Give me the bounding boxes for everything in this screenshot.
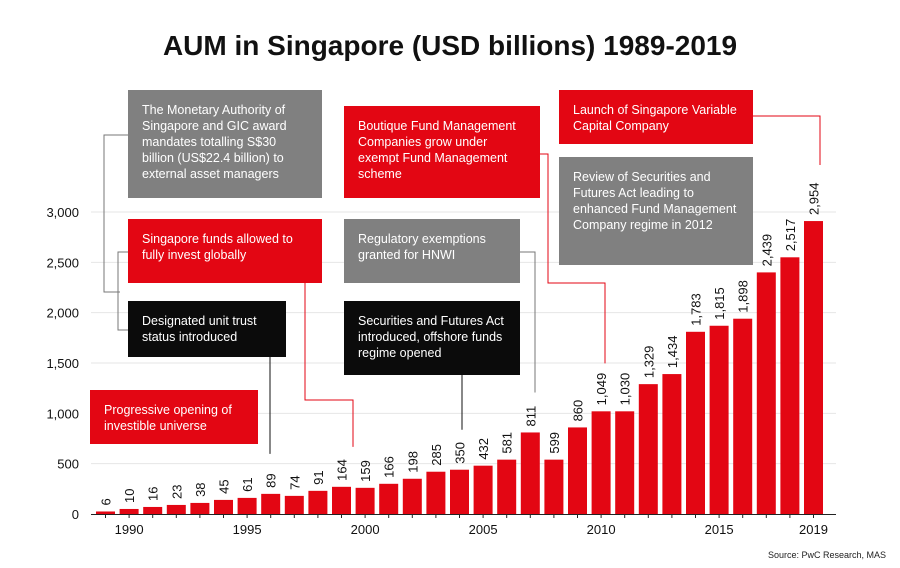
bar-2012: [638, 384, 658, 514]
annotation-variable-capital-company: Launch of Singapore Variable Capital Com…: [559, 90, 753, 144]
bar-2014: [686, 331, 705, 514]
value-label-5: 45: [217, 479, 232, 493]
value-label-13: 198: [405, 451, 420, 473]
bar-1993: [190, 502, 210, 514]
bar-2009: [568, 427, 587, 514]
value-label-7: 89: [264, 473, 279, 487]
value-label-10: 164: [335, 459, 350, 481]
source-note: Source: PwC Research, MAS: [767, 550, 886, 560]
value-label-4: 38: [193, 482, 208, 496]
value-label-27: 1,898: [736, 280, 751, 313]
value-label-1: 10: [122, 488, 137, 502]
bar-1989: [96, 511, 115, 514]
value-label-28: 2,439: [759, 234, 774, 267]
value-label-8: 74: [287, 475, 302, 489]
value-label-0: 6: [99, 498, 114, 505]
value-label-9: 91: [311, 470, 326, 484]
bar-2018: [780, 257, 800, 514]
bar-1991: [143, 506, 163, 514]
bar-1995: [237, 497, 257, 514]
y-tick-label-500: 500: [57, 457, 79, 472]
connector-boutique: [540, 153, 606, 364]
bar-2010: [591, 411, 611, 514]
bar-2002: [402, 478, 422, 514]
bar-layer: [96, 221, 823, 514]
bar-2003: [426, 471, 446, 514]
value-label-17: 581: [500, 432, 515, 454]
annotation-unit-trust-status: Designated unit trust status introduced: [128, 301, 286, 357]
value-label-16: 432: [476, 438, 491, 460]
value-label-30: 2,954: [807, 183, 822, 216]
value-label-19: 599: [547, 432, 562, 454]
y-tick-label-2000: 2,000: [46, 306, 79, 321]
bar-2019: [804, 221, 823, 514]
value-label-15: 350: [453, 442, 468, 464]
annotation-hnwi-exemptions: Regulatory exemptions granted for HNWI: [344, 219, 520, 283]
y-tick-label-1500: 1,500: [46, 356, 79, 371]
value-label-2: 16: [146, 486, 161, 500]
bar-2006: [497, 459, 517, 514]
value-label-3: 23: [169, 484, 184, 498]
bar-1996: [261, 493, 281, 514]
value-label-25: 1,783: [689, 293, 704, 326]
x-tick-label-2010: 2010: [587, 522, 616, 537]
bar-2008: [544, 459, 564, 514]
bar-2016: [733, 318, 753, 514]
value-label-23: 1,329: [641, 346, 656, 379]
connector-bracket-inner: [117, 251, 128, 331]
value-label-24: 1,434: [665, 336, 680, 369]
value-label-21: 1,049: [594, 373, 609, 406]
connector-invest-globally: [304, 283, 354, 447]
chart-title: AUM in Singapore (USD billions) 1989-201…: [162, 30, 738, 61]
axis-layer: 0 500 1,000 1,500 2,000 2,500 3,000 1990 1995 200…: [46, 205, 836, 537]
value-label-26: 1,815: [712, 287, 727, 320]
value-label-12: 166: [382, 456, 397, 478]
bar-1994: [214, 499, 233, 514]
bar-2013: [662, 374, 682, 514]
bar-2001: [379, 483, 399, 514]
annotation-sfa-review: Review of Securities and Futures Act lea…: [559, 157, 753, 265]
bar-1998: [308, 490, 328, 514]
connector-bracket-grey: [103, 134, 128, 293]
value-label-6: 61: [240, 477, 255, 491]
bar-1997: [284, 495, 304, 514]
y-tick-label-2500: 2,500: [46, 255, 79, 270]
y-tick-label-0: 0: [72, 507, 79, 522]
bar-1990: [119, 508, 139, 514]
annotation-progressive-opening: Progressive opening of investible univer…: [90, 390, 258, 444]
x-tick-label-2005: 2005: [469, 522, 498, 537]
connector-vcc: [753, 115, 821, 166]
value-label-20: 860: [571, 400, 586, 422]
annotation-mas-gic-mandates: The Monetary Authority of Singapore and …: [128, 90, 322, 198]
annotation-boutique-fund-management: Boutique Fund Management Companies grow …: [344, 106, 540, 198]
label-layer: 6 10 16 23 38 45 61 89 74 91 164 159 166 198 285 350 432…: [99, 183, 822, 506]
y-tick-label-1000: 1,000: [46, 406, 79, 421]
x-tick-label-1995: 1995: [233, 522, 262, 537]
value-label-29: 2,517: [783, 219, 798, 252]
bar-2005: [473, 465, 493, 514]
x-tick-label-2000: 2000: [351, 522, 380, 537]
connector-hnwi: [520, 251, 536, 393]
value-label-22: 1,030: [618, 373, 633, 406]
annotation-sfa-introduced: Securities and Futures Act introduced, o…: [344, 301, 520, 375]
bar-1992: [166, 504, 186, 514]
bar-2007: [520, 432, 540, 514]
bar-2000: [355, 487, 375, 514]
bar-2017: [756, 272, 776, 514]
bar-2004: [450, 469, 469, 514]
x-tick-label-1990: 1990: [115, 522, 144, 537]
x-tick-label-2015: 2015: [705, 522, 734, 537]
value-label-11: 159: [358, 460, 373, 482]
value-label-14: 285: [429, 444, 444, 466]
value-label-18: 811: [523, 406, 538, 427]
y-tick-label-3000: 3,000: [46, 205, 79, 220]
bar-2015: [709, 325, 729, 514]
x-tick-label-2019: 2019: [799, 522, 828, 537]
bar-2011: [615, 411, 635, 514]
annotation-invest-globally: Singapore funds allowed to fully invest …: [128, 219, 322, 283]
bar-1999: [332, 486, 351, 514]
